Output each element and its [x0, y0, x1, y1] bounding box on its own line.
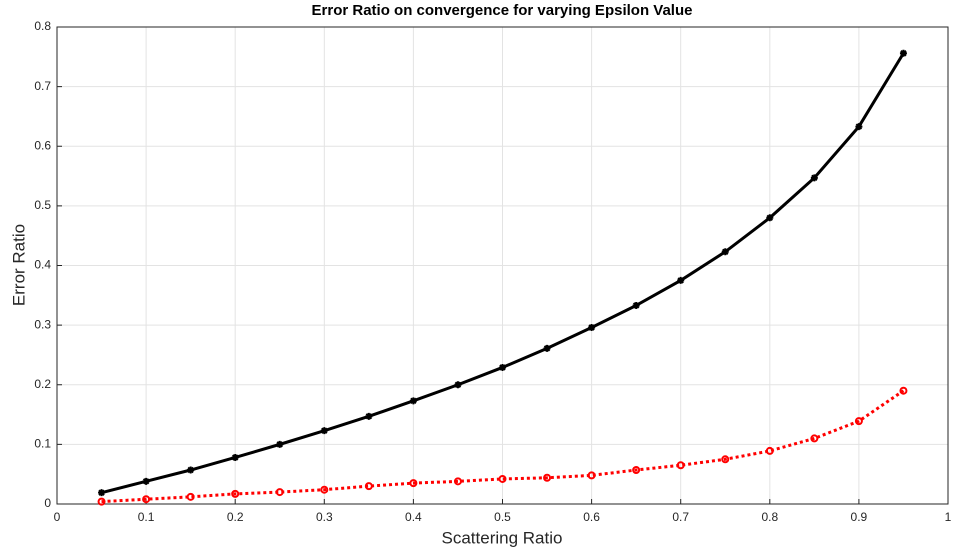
point-marker	[677, 276, 685, 284]
y-axis-label: Error Ratio	[9, 224, 28, 306]
point-marker	[676, 461, 685, 470]
point-marker	[97, 497, 106, 506]
point-marker	[231, 489, 240, 498]
y-tick-label: 0.4	[34, 258, 51, 272]
point-marker	[499, 363, 506, 371]
series-line	[101, 389, 905, 504]
point-marker	[365, 412, 373, 420]
point-marker	[588, 324, 596, 332]
point-marker	[320, 427, 328, 435]
x-tick-label: 0.9	[851, 510, 868, 524]
plot-frame	[56, 26, 949, 505]
x-tick-label: 1	[945, 510, 952, 524]
x-tick-label: 0.8	[761, 510, 778, 524]
point-marker	[231, 453, 239, 461]
point-marker	[98, 489, 106, 497]
point-marker	[543, 473, 552, 482]
point-marker	[187, 466, 195, 474]
chart-title: Error Ratio on convergence for varying E…	[312, 2, 693, 19]
point-marker	[721, 248, 729, 256]
point-marker	[766, 214, 774, 222]
point-marker	[765, 446, 774, 455]
point-marker	[276, 440, 284, 448]
y-tick-label: 0.6	[34, 138, 51, 152]
point-marker	[854, 417, 863, 426]
y-tick-label: 0.7	[34, 79, 51, 93]
point-marker	[453, 477, 462, 486]
y-tick-label: 0.2	[34, 377, 51, 391]
point-marker	[810, 434, 819, 443]
y-tick-label: 0.1	[34, 437, 51, 451]
point-marker	[632, 301, 640, 309]
point-marker	[186, 492, 195, 501]
x-tick-label: 0.5	[494, 510, 511, 524]
y-tick-label: 0.8	[34, 19, 51, 33]
x-tick-label: 0	[54, 510, 61, 524]
y-tick-label: 0	[44, 496, 51, 510]
point-marker	[498, 474, 507, 483]
x-axis-label: Scattering Ratio	[442, 528, 563, 547]
point-marker	[409, 479, 418, 488]
x-tick-label: 0.6	[583, 510, 600, 524]
y-tick-label: 0.5	[34, 198, 51, 212]
point-marker	[587, 471, 596, 480]
y-tick-label: 0.3	[34, 317, 51, 331]
point-marker	[320, 485, 329, 494]
point-marker	[142, 495, 151, 504]
x-tick-label: 0.4	[405, 510, 422, 524]
point-marker	[409, 397, 417, 405]
point-marker	[142, 477, 150, 485]
point-marker	[899, 49, 907, 57]
point-marker	[454, 381, 462, 389]
point-marker	[810, 174, 818, 182]
point-marker	[721, 455, 730, 464]
point-marker	[855, 123, 863, 131]
point-marker	[543, 344, 551, 352]
x-tick-label: 0.2	[227, 510, 244, 524]
point-marker	[632, 466, 641, 475]
point-marker	[899, 386, 908, 395]
point-marker	[275, 488, 284, 497]
x-tick-label: 0.3	[316, 510, 333, 524]
x-tick-label: 0.7	[672, 510, 689, 524]
point-marker	[364, 482, 373, 491]
x-tick-label: 0.1	[138, 510, 155, 524]
